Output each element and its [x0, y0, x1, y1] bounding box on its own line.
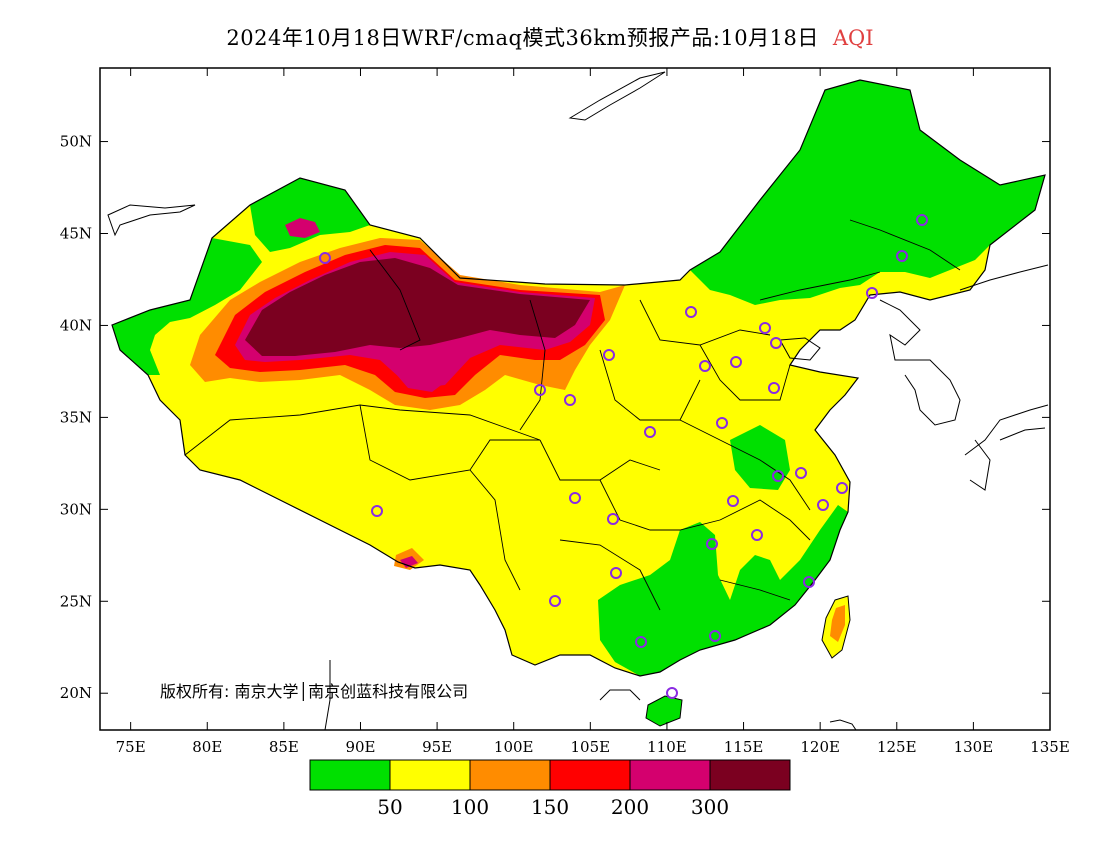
station-marker	[896, 250, 908, 262]
x-tick-label: 95E	[422, 738, 452, 756]
legend-label: 200	[611, 795, 649, 819]
station-marker	[716, 417, 728, 429]
station-marker	[607, 513, 619, 525]
legend-label: 300	[691, 795, 729, 819]
x-tick-label: 90E	[345, 738, 375, 756]
map-frame	[99, 67, 1051, 731]
station-marker	[768, 382, 780, 394]
station-marker	[603, 349, 615, 361]
x-tick-label: 110E	[647, 738, 687, 756]
y-tick-label: 35N	[60, 408, 92, 426]
region-tarim-east-purple	[395, 352, 448, 392]
region-east-green	[730, 425, 790, 490]
station-marker	[709, 630, 721, 642]
station-marker	[564, 394, 576, 406]
region-hainan-green	[646, 696, 682, 726]
y-tick-label: 40N	[60, 316, 92, 334]
station-marker	[666, 687, 678, 699]
y-tick-label: 30N	[60, 500, 92, 518]
variable-label: AQI	[832, 26, 874, 50]
x-tick-label: 135E	[1030, 738, 1070, 756]
station-marker	[866, 287, 878, 299]
station-marker	[836, 482, 848, 494]
province-boundaries	[184, 219, 961, 611]
station-marker	[751, 529, 763, 541]
x-tick-label: 120E	[800, 738, 840, 756]
y-tick-label: 25N	[60, 592, 92, 610]
x-tick-label: 75E	[116, 738, 146, 756]
y-tick-label: 45N	[60, 225, 92, 243]
x-tick-label: 125E	[877, 738, 917, 756]
neighbour-coastlines	[107, 71, 1049, 730]
legend-swatch	[309, 759, 391, 791]
title-row: 2024年10月18日WRF/cmaq模式36km预报产品:10月18日 AQI	[0, 22, 1100, 52]
map-title: 2024年10月18日WRF/cmaq模式36km预报产品:10月18日	[226, 26, 819, 50]
region-south-green	[598, 505, 848, 676]
station-marker	[569, 492, 581, 504]
station-marker	[803, 576, 815, 588]
region-xinjiang-west-green	[112, 238, 262, 375]
legend-swatch	[709, 759, 791, 791]
station-marker	[371, 505, 383, 517]
region-tibet-south-hotspot-core	[400, 556, 418, 568]
station-marker	[685, 306, 697, 318]
region-xinjiang-north-hotspot	[285, 218, 320, 238]
y-tick-label: 20N	[60, 684, 92, 702]
x-tick-label: 105E	[571, 738, 611, 756]
legend-swatch	[629, 759, 711, 791]
legend-label: 150	[531, 795, 569, 819]
station-marker	[759, 322, 771, 334]
china-national-border	[111, 79, 1046, 677]
map-plot-area: 版权所有: 南京大学│南京创蓝科技有限公司	[107, 71, 1049, 730]
y-axis-ticks: 20N 25N 30N 35N 40N 45N 50N	[60, 133, 1050, 702]
station-marker	[770, 337, 782, 349]
hainan-outline	[645, 695, 683, 727]
x-axis-ticks: 75E 80E 85E 90E 95E 100E 105E 110E 115E 120E 125E 1…	[116, 68, 1070, 756]
x-tick-label: 80E	[192, 738, 222, 756]
station-marker	[610, 567, 622, 579]
station-marker	[730, 356, 742, 368]
x-tick-label: 115E	[724, 738, 764, 756]
station-marker	[549, 595, 561, 607]
aqi-legend: 50 100 150 200 300	[309, 759, 791, 819]
legend-label: 50	[377, 795, 402, 819]
legend-label: 100	[451, 795, 489, 819]
region-northeast-green	[690, 80, 1045, 305]
region-northwest-hazardous	[245, 258, 590, 356]
y-tick-label: 50N	[60, 133, 92, 151]
station-marker	[916, 214, 928, 226]
station-marker	[644, 426, 656, 438]
station-marker	[534, 384, 546, 396]
taiwan-outline	[821, 595, 851, 659]
region-taiwan-orange	[830, 605, 845, 642]
copyright-text: 版权所有: 南京大学│南京创蓝科技有限公司	[160, 681, 468, 701]
station-marker	[772, 470, 784, 482]
x-tick-label: 130E	[954, 738, 994, 756]
station-marker	[795, 467, 807, 479]
station-marker	[706, 538, 718, 550]
station-marker	[817, 499, 829, 511]
station-marker	[727, 495, 739, 507]
x-tick-label: 100E	[494, 738, 534, 756]
x-tick-label: 85E	[269, 738, 299, 756]
legend-swatch	[549, 759, 631, 791]
region-xinjiang-north-green	[250, 178, 370, 252]
station-marker	[635, 636, 647, 648]
legend-swatch	[389, 759, 471, 791]
station-markers	[319, 214, 928, 699]
station-marker	[699, 360, 711, 372]
legend-swatch	[469, 759, 551, 791]
station-marker	[319, 252, 331, 264]
